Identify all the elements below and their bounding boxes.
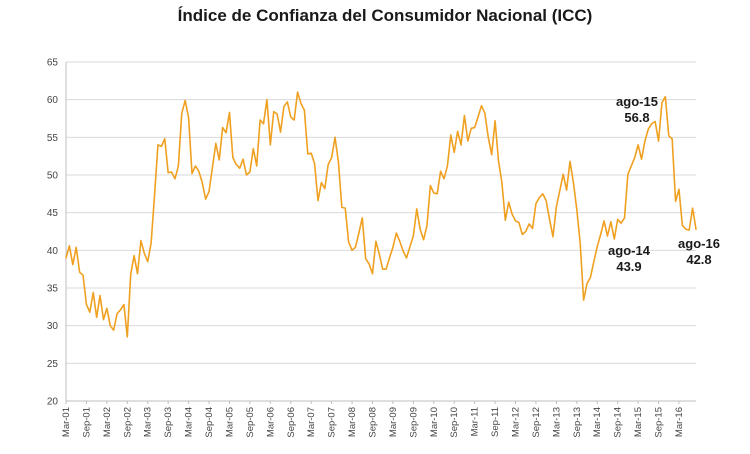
y-tick-label: 45 [47,208,59,219]
x-tick-label: Sep-04 [204,407,215,438]
annotation-label: ago-14 [608,243,651,258]
x-tick-label: Sep-14 [613,407,624,438]
x-tick-label: Mar-14 [592,407,603,437]
y-tick-label: 20 [47,397,59,408]
x-tick-label: Sep-12 [531,407,542,438]
y-tick-label: 30 [47,321,59,332]
x-tick-label: Sep-02 [122,407,133,438]
x-tick-label: Mar-08 [347,407,358,437]
x-tick-label: Mar-02 [102,407,113,437]
x-tick-label: Mar-04 [184,407,195,437]
y-tick-label: 35 [47,284,59,295]
x-tick-label: Sep-11 [490,407,501,437]
x-tick-label: Mar-11 [470,407,481,436]
x-tick-label: Sep-01 [81,407,92,438]
x-tick-label: Mar-10 [429,407,440,437]
x-tick-label: Sep-07 [327,407,338,438]
annotation-label: ago-15 [616,94,658,109]
x-tick-label: Mar-01 [61,407,72,437]
series-line [65,91,697,338]
annotation-value: 42.8 [686,252,711,267]
y-tick-label: 25 [47,359,59,370]
x-tick-label: Mar-09 [388,407,399,437]
y-tick-label: 65 [47,58,59,69]
annotation-label: ago-16 [678,236,720,251]
annotation-value: 43.9 [616,259,641,274]
x-tick-label: Sep-03 [163,407,174,438]
x-tick-label: Sep-08 [367,407,378,438]
x-tick-label: Sep-09 [408,407,419,438]
y-axis-ticks: 20 25 30 35 40 45 50 55 60 65 [47,58,59,408]
x-tick-label: Mar-03 [143,407,154,437]
x-tick-label: Mar-07 [306,407,317,437]
x-tick-label: Mar-12 [511,407,522,437]
annotation-value: 56.8 [624,110,649,125]
gridlines [66,61,696,402]
x-tick-label: Mar-06 [265,407,276,437]
x-tick-label: Mar-16 [674,407,685,437]
x-tick-label: Mar-13 [551,407,562,437]
x-tick-label: Mar-05 [224,407,235,437]
x-tick-label: Sep-15 [654,407,665,438]
y-tick-label: 55 [47,133,59,144]
x-tick-label: Sep-10 [449,407,460,438]
chart-title: Índice de Confianza del Consumidor Nacio… [178,6,593,25]
x-tick-label: Sep-05 [245,407,256,438]
x-tick-label: Sep-13 [572,407,583,438]
x-axis-ticks: Mar-01 Sep-01 Mar-02 Sep-02 Mar-03 Sep-03 Mar-… [61,401,685,438]
y-tick-label: 60 [47,95,59,106]
y-tick-label: 50 [47,171,59,182]
x-tick-label: Sep-06 [286,407,297,438]
y-tick-label: 40 [47,246,59,257]
x-tick-label: Mar-15 [633,407,644,437]
